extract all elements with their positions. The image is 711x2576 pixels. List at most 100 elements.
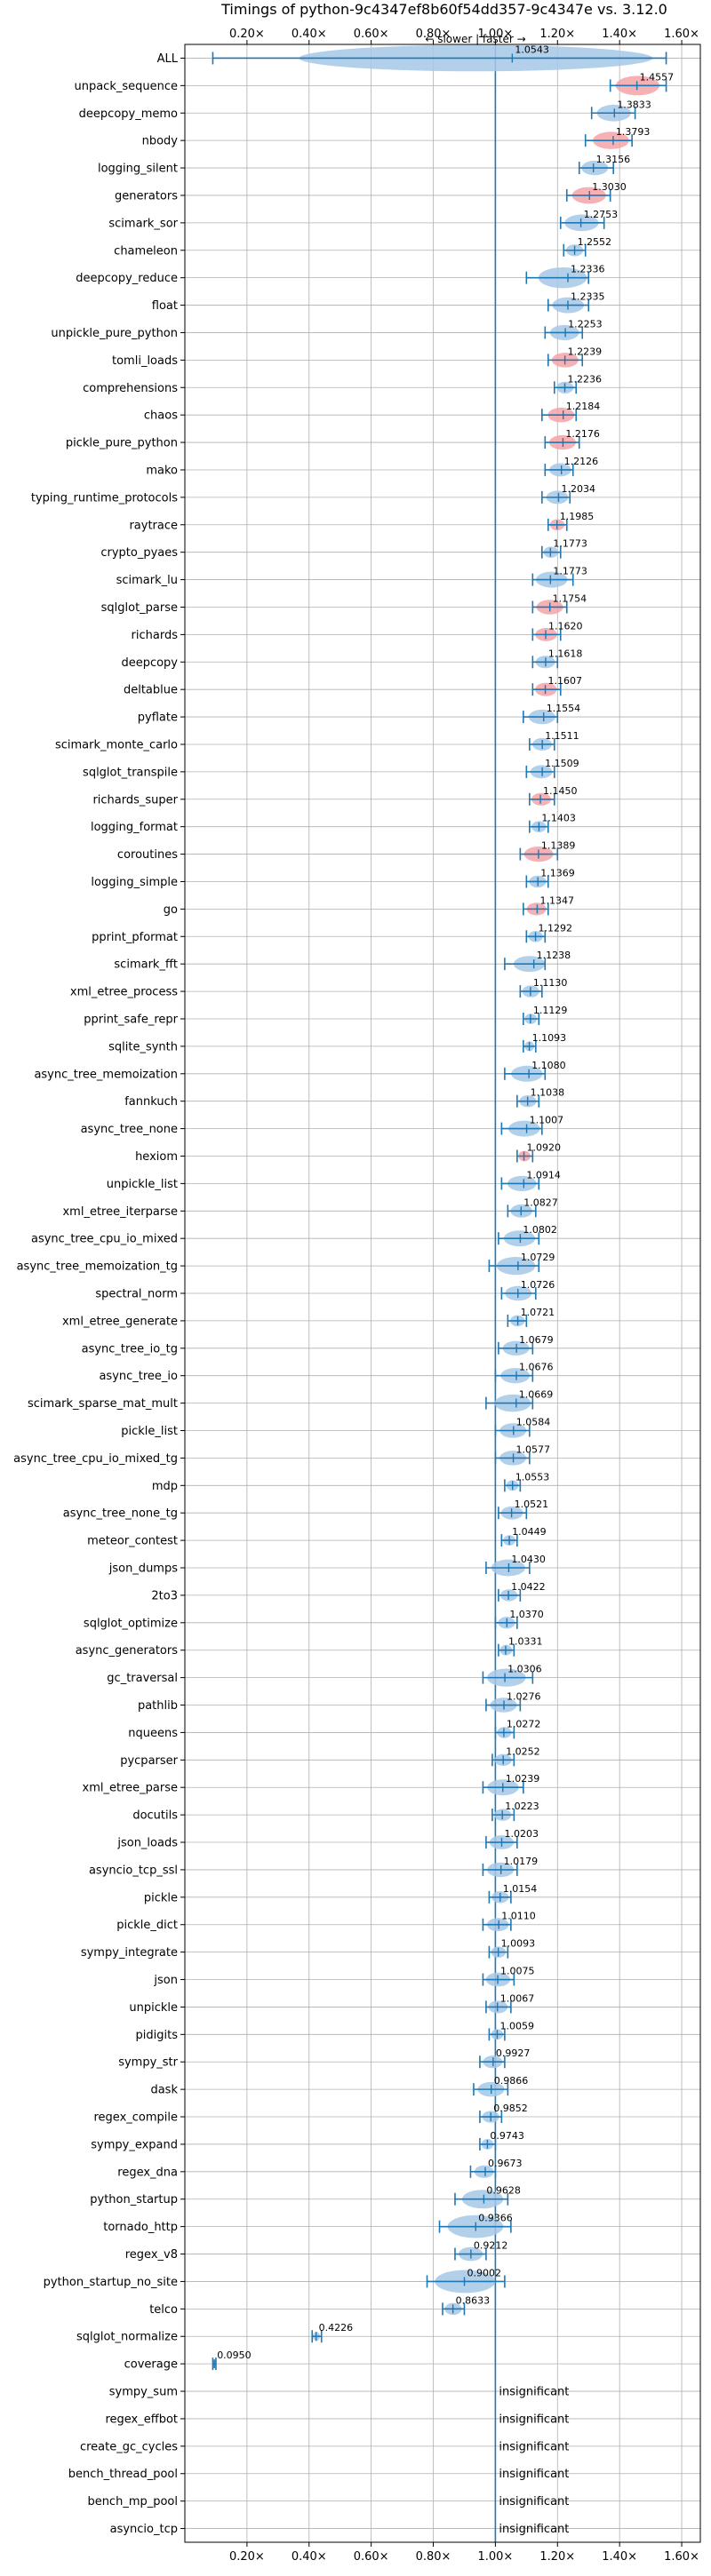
value-label: 1.0721 <box>521 1307 555 1318</box>
y-tick-label: xml_etree_iterparse <box>62 1205 178 1219</box>
y-tick-label: xml_etree_generate <box>62 1315 178 1328</box>
value-label: 1.0726 <box>521 1279 555 1291</box>
y-tick-label: sqlglot_optimize <box>84 1617 178 1630</box>
value-label: 1.0802 <box>523 1224 557 1236</box>
y-tick-label: pathlib <box>138 1699 178 1713</box>
axis-layer: 0.20× 0.20× 0.40× 0.40× 0.60× 0.60× 0.80× 0.80×… <box>13 28 699 2564</box>
y-tick-label: sympy_str <box>118 2056 178 2070</box>
x-tick-label-top: 1.40× <box>602 28 637 41</box>
value-label: 1.2753 <box>584 209 619 220</box>
y-tick-label: json <box>153 1974 178 1987</box>
value-label: 1.3030 <box>592 181 627 193</box>
y-tick-label: asyncio_tcp_ssl <box>89 1864 178 1877</box>
value-label: 1.1007 <box>530 1115 564 1126</box>
value-label: 1.1369 <box>540 867 575 879</box>
y-tick-label: regex_v8 <box>125 2248 178 2262</box>
y-tick-label: sqlglot_normalize <box>76 2331 178 2344</box>
y-tick-label: ALL <box>157 52 179 66</box>
y-tick-label: pycparser <box>120 1754 178 1768</box>
value-label: 1.1080 <box>531 1060 566 1071</box>
y-tick-label: tomli_loads <box>112 354 178 368</box>
value-label: 1.0521 <box>515 1499 549 1510</box>
value-label: 1.0679 <box>519 1334 554 1346</box>
value-label: 1.1754 <box>553 592 587 604</box>
chart-title: Timings of python-9c4347ef8b60f54dd357-9… <box>220 1 667 18</box>
y-tick-label: sympy_sum <box>109 2386 178 2399</box>
value-label: 1.0239 <box>506 1773 540 1785</box>
y-tick-label: docutils <box>132 1809 178 1823</box>
y-tick-label: nbody <box>142 135 179 148</box>
value-label: 1.1607 <box>548 675 583 687</box>
y-tick-label: richards <box>132 629 179 642</box>
insignificant-label: insignificant <box>499 2495 569 2508</box>
value-label: 1.0252 <box>506 1745 540 1757</box>
y-tick-label: mdp <box>152 1480 178 1493</box>
y-tick-label: sqlglot_parse <box>101 601 178 615</box>
y-tick-label: create_gc_cycles <box>80 2440 178 2453</box>
y-tick-label: json_dumps <box>108 1562 178 1576</box>
y-tick-label: async_tree_none <box>81 1123 178 1136</box>
y-tick-label: json_loads <box>116 1837 178 1850</box>
y-tick-label: scimark_lu <box>116 574 178 587</box>
value-label: 0.9927 <box>496 2047 531 2059</box>
value-label: 1.1347 <box>539 894 574 906</box>
y-tick-label: go <box>164 903 178 917</box>
y-tick-label: async_generators <box>76 1644 179 1658</box>
value-label: 1.1292 <box>539 922 573 934</box>
y-tick-label: sympy_integrate <box>81 1946 178 1960</box>
value-label: 1.0179 <box>504 1856 539 1867</box>
value-label: 1.2034 <box>561 483 595 495</box>
y-tick-label: scimark_fft <box>114 958 178 972</box>
y-tick-label: sqlite_synth <box>108 1040 178 1053</box>
value-label: 1.4557 <box>640 71 675 83</box>
insignificant-label: insignificant <box>499 2440 569 2453</box>
value-label: 1.0223 <box>505 1801 539 1812</box>
insignificant-label: insignificant <box>499 2523 569 2536</box>
y-tick-label: telco <box>149 2303 178 2317</box>
value-label: 1.0370 <box>509 1609 544 1620</box>
y-tick-label: xml_etree_process <box>70 986 178 999</box>
y-tick-label: unpickle_pure_python <box>51 327 178 340</box>
value-label: 1.0449 <box>512 1526 547 1538</box>
value-label: 1.1620 <box>548 620 583 632</box>
x-tick-label-top: 1.60× <box>664 28 699 41</box>
x-tick-label-top: 0.60× <box>354 28 389 41</box>
value-label: 1.0577 <box>516 1443 551 1455</box>
value-label: 1.1093 <box>532 1032 567 1044</box>
y-tick-label: regex_effbot <box>105 2413 178 2426</box>
value-label: 1.2552 <box>578 236 612 248</box>
value-label: 1.2184 <box>566 401 601 412</box>
value-label: 0.9852 <box>493 2103 528 2114</box>
y-tick-label: scimark_sparse_mat_mult <box>28 1397 178 1411</box>
y-tick-label: async_tree_memoization_tg <box>17 1260 178 1274</box>
y-tick-label: chameleon <box>114 244 178 258</box>
x-tick-label-bottom: 0.60× <box>354 2550 389 2564</box>
value-label: 1.0669 <box>519 1389 554 1401</box>
value-label: 1.1038 <box>531 1087 565 1099</box>
y-tick-label: pyflate <box>138 712 178 725</box>
value-label: 1.1554 <box>547 703 581 714</box>
y-tick-label: dask <box>150 2084 178 2097</box>
value-label: 0.9673 <box>488 2158 523 2169</box>
value-label: 1.0306 <box>507 1664 542 1675</box>
y-tick-label: unpickle <box>129 2001 178 2015</box>
y-tick-label: scimark_sor <box>108 217 178 230</box>
y-tick-label: nqueens <box>128 1727 178 1740</box>
value-label: 1.1450 <box>543 785 578 797</box>
x-tick-label-bottom: 1.40× <box>602 2550 637 2564</box>
value-label: 1.0203 <box>504 1828 539 1840</box>
value-label: 1.0110 <box>501 1911 536 1922</box>
y-tick-label: typing_runtime_protocols <box>31 491 178 505</box>
value-label: 0.4226 <box>319 2322 354 2334</box>
y-tick-label: deepcopy <box>121 656 178 670</box>
label-layer: 1.0543 1.4557 1.3833 1.3793 1.3156 1.3030 1.27… <box>217 44 674 2536</box>
value-label: 1.0422 <box>511 1581 546 1593</box>
value-label: 1.0584 <box>516 1417 551 1428</box>
y-tick-label: async_tree_memoization <box>34 1068 178 1081</box>
value-label: 0.8633 <box>456 2294 491 2306</box>
y-tick-label: coverage <box>124 2358 178 2372</box>
y-tick-label: pickle_dict <box>116 1919 178 1932</box>
y-tick-label: coroutines <box>117 848 178 862</box>
y-tick-label: pickle <box>144 1891 178 1904</box>
